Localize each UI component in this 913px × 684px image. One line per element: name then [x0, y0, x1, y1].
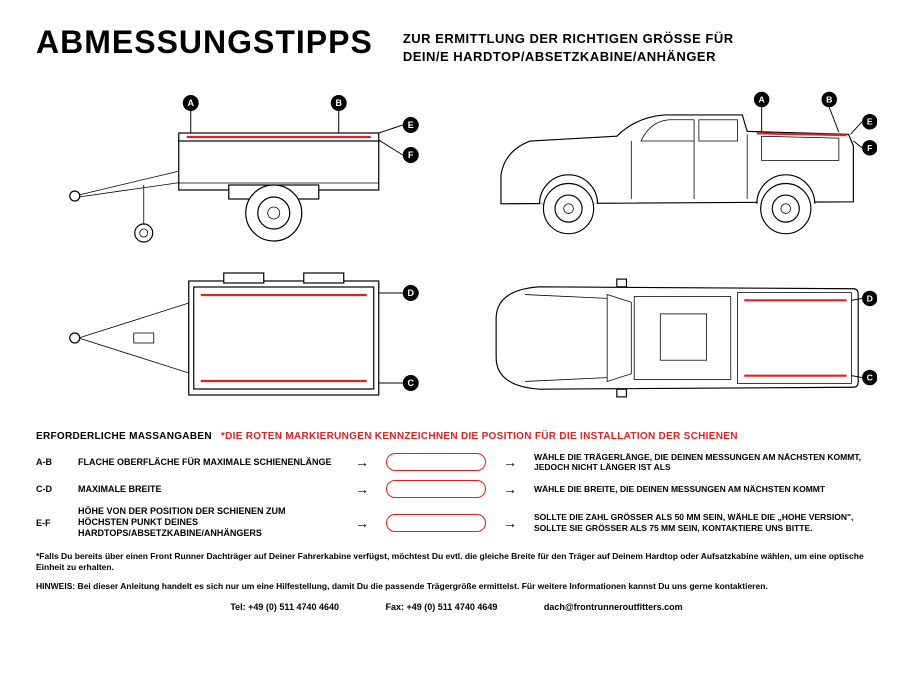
svg-text:B: B: [336, 98, 343, 108]
measure-row: E-F HÖHE VON DER POSITION DER SCHIENEN Z…: [36, 506, 877, 538]
measure-row: C-D MAXIMALE BREITE → → WÄHLE DIE BREITE…: [36, 480, 877, 498]
trailer-side-view: A B E F: [36, 85, 442, 255]
subtitle-line1: ZUR ERMITTLUNG DER RICHTIGEN GRÖSSE FÜR: [403, 30, 734, 48]
section-heading-text: ERFORDERLICHE MASSANGABEN: [36, 431, 212, 442]
subtitle-line2: DEIN/E HARDTOP/ABSETZKABINE/ANHÄNGER: [403, 48, 734, 66]
arrow-icon: →: [498, 454, 522, 470]
value-pill[interactable]: [386, 480, 486, 498]
svg-text:D: D: [866, 294, 872, 304]
arrow-icon: →: [350, 481, 374, 497]
row-left: MAXIMALE BREITE: [78, 484, 338, 495]
svg-text:C: C: [866, 373, 873, 383]
contact-tel: Tel: +49 (0) 511 4740 4640: [230, 602, 339, 612]
svg-text:D: D: [408, 288, 415, 298]
section-heading: ERFORDERLICHE MASSANGABEN *DIE ROTEN MAR…: [36, 431, 877, 442]
contact-line: Tel: +49 (0) 511 4740 4640 Fax: +49 (0) …: [36, 602, 877, 612]
truck-top-view: D C: [472, 263, 878, 413]
row-code: A-B: [36, 457, 66, 467]
row-right: WÄHLE DIE TRÄGERLÄNGE, DIE DEINEN MESSUN…: [534, 452, 877, 472]
row-left: HÖHE VON DER POSITION DER SCHIENEN ZUM H…: [78, 506, 338, 538]
arrow-icon: →: [498, 481, 522, 497]
row-right: WÄHLE DIE BREITE, DIE DEINEN MESSUNGEN A…: [534, 484, 877, 494]
footnote-1: *Falls Du bereits über einen Front Runne…: [36, 551, 877, 573]
contact-email: dach@frontrunneroutfitters.com: [544, 602, 683, 612]
page-title: ABMESSUNGSTIPPS: [36, 24, 373, 61]
truck-side-view: A B E F: [472, 85, 878, 255]
footnote-2: HINWEIS: Bei dieser Anleitung handelt es…: [36, 581, 877, 592]
svg-text:E: E: [866, 117, 872, 127]
arrow-icon: →: [498, 515, 522, 531]
arrow-icon: →: [350, 454, 374, 470]
svg-text:C: C: [408, 378, 415, 388]
row-left: FLACHE OBERFLÄCHE FÜR MAXIMALE SCHIENENL…: [78, 457, 338, 468]
measure-rows: A-B FLACHE OBERFLÄCHE FÜR MAXIMALE SCHIE…: [36, 452, 877, 539]
svg-text:A: A: [758, 95, 765, 105]
value-pill[interactable]: [386, 514, 486, 532]
row-code: C-D: [36, 484, 66, 494]
contact-fax: Fax: +49 (0) 511 4740 4649: [386, 602, 498, 612]
svg-text:F: F: [867, 143, 872, 153]
diagram-grid: A B E F: [36, 85, 877, 413]
svg-text:B: B: [826, 95, 832, 105]
trailer-top-view: D C: [36, 263, 442, 413]
page-subtitle: ZUR ERMITTLUNG DER RICHTIGEN GRÖSSE FÜR …: [403, 30, 734, 65]
section-note: *DIE ROTEN MARKIERUNGEN KENNZEICHNEN DIE…: [221, 431, 738, 442]
svg-text:F: F: [408, 150, 414, 160]
row-right: SOLLTE DIE ZAHL GRÖSSER ALS 50 MM SEIN, …: [534, 512, 877, 532]
header: ABMESSUNGSTIPPS ZUR ERMITTLUNG DER RICHT…: [36, 24, 877, 65]
arrow-icon: →: [350, 515, 374, 531]
row-code: E-F: [36, 518, 66, 528]
svg-text:A: A: [188, 98, 195, 108]
value-pill[interactable]: [386, 453, 486, 471]
measure-row: A-B FLACHE OBERFLÄCHE FÜR MAXIMALE SCHIE…: [36, 452, 877, 472]
svg-text:E: E: [408, 120, 414, 130]
